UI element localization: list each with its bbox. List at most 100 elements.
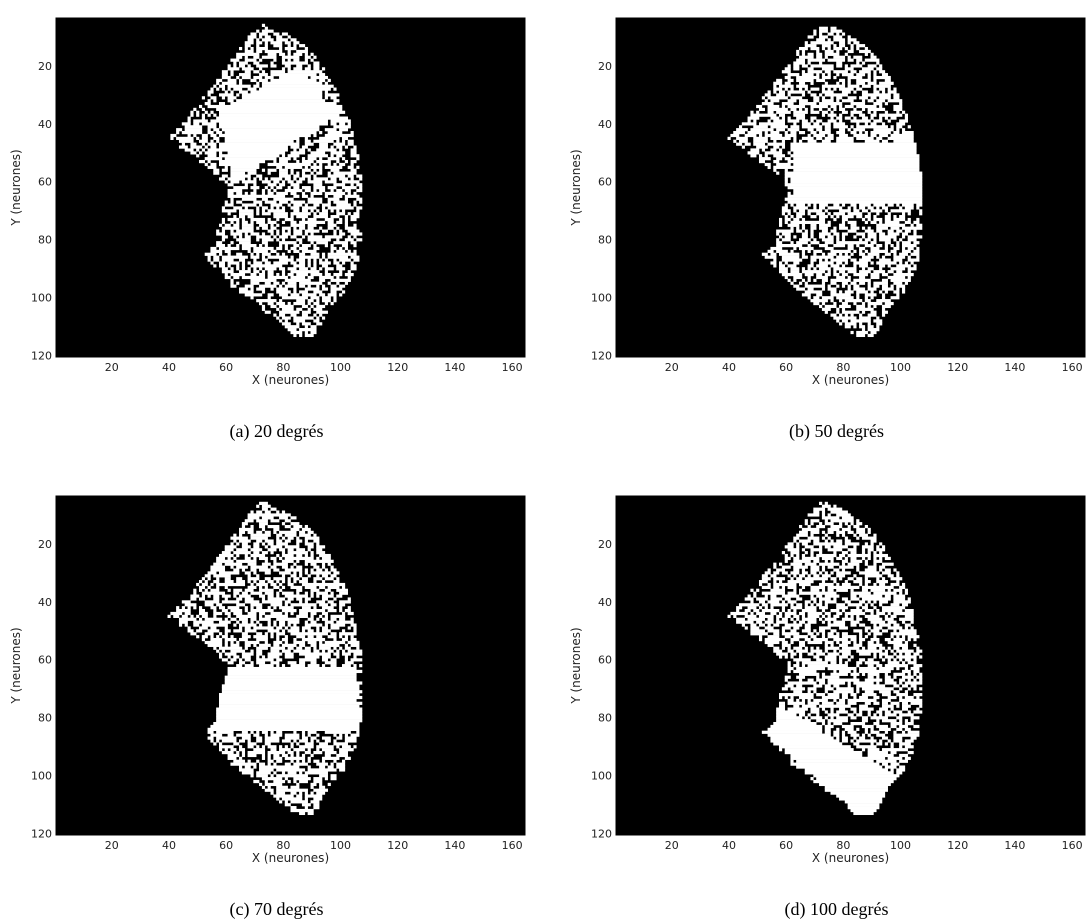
pixel-run (290, 527, 300, 532)
pixel-run (810, 553, 814, 558)
pixel-run (804, 290, 823, 294)
pixel-run (913, 637, 917, 642)
pixel-run (259, 177, 263, 181)
pixel-run (804, 562, 817, 566)
pixel-run (293, 762, 308, 766)
pixel-run (887, 739, 891, 743)
y-tick-label: 120 (31, 828, 52, 841)
pixel-run (261, 516, 274, 520)
pixel-run (313, 759, 320, 763)
pixel-run (867, 284, 871, 288)
pixel-run (876, 664, 883, 668)
caption: (b) 50 degrés (789, 421, 884, 442)
pixel-run (876, 299, 891, 303)
pixel-run (744, 609, 751, 613)
pixel-run (904, 113, 908, 117)
pixel-run (793, 136, 797, 140)
pixel-run (201, 107, 206, 112)
pixel-run (264, 739, 280, 743)
pixel-run (850, 226, 860, 230)
pixel-run (847, 803, 880, 807)
pixel-run (787, 78, 794, 83)
pixel-run (290, 168, 294, 172)
pixel-run (830, 116, 834, 120)
pixel-run (301, 629, 306, 633)
pixel-run (287, 67, 291, 71)
pixel-run (216, 707, 363, 711)
pixel-run (799, 678, 803, 682)
pixel-run (879, 568, 883, 572)
pixel-run (204, 102, 211, 106)
pixel-run (833, 614, 840, 618)
pixel-run (733, 614, 737, 618)
pixel-run (281, 591, 294, 595)
pixel-run (350, 168, 357, 172)
pixel-run (833, 226, 837, 230)
pixel-run (304, 287, 320, 291)
pixel-run (833, 301, 837, 306)
pixel-run (850, 258, 857, 262)
pixel-run (873, 701, 880, 705)
pixel-run (299, 267, 308, 271)
pixel-run (256, 736, 263, 740)
pixel-run (861, 672, 866, 676)
pixel-run (796, 52, 800, 56)
pixel-run (301, 209, 308, 213)
pixel-run (310, 800, 320, 804)
pixel-run (899, 617, 914, 621)
pixel-run (776, 241, 783, 245)
pixel-run (881, 736, 888, 740)
pixel-run (841, 597, 848, 601)
pixel-run (301, 174, 311, 178)
pixel-run (776, 93, 786, 97)
pixel-run (290, 806, 297, 810)
pixel-run (881, 748, 908, 752)
pixel-run (839, 290, 843, 294)
pixel-run (264, 200, 277, 204)
pixel-run (796, 698, 800, 703)
pixel-run (833, 730, 840, 734)
pixel-run (301, 577, 308, 581)
pixel-run (884, 246, 888, 251)
pixel-run (267, 548, 277, 552)
pixel-run (230, 73, 234, 77)
pixel-run (259, 203, 263, 207)
pixel-run (793, 556, 800, 561)
pixel-run (219, 704, 360, 708)
pixel-run (276, 232, 280, 236)
pixel-run (899, 215, 906, 219)
pixel-run (313, 258, 317, 262)
pixel-run (827, 252, 837, 256)
pixel-run (279, 46, 283, 51)
pixel-run (227, 177, 246, 181)
pixel-run (301, 606, 311, 610)
pixel-run (887, 646, 891, 650)
pixel-run (316, 733, 320, 737)
pixel-run (796, 597, 803, 601)
pixel-run (839, 44, 846, 48)
pixel-run (816, 275, 828, 280)
pixel-run (867, 333, 874, 338)
pixel-run (310, 209, 314, 213)
pixel-run (850, 113, 854, 117)
pixel-run (279, 183, 286, 187)
pixel-run (233, 556, 237, 561)
pixel-run (790, 241, 794, 245)
pixel-run (264, 530, 271, 534)
pixel-run (219, 113, 340, 117)
pixel-run (738, 139, 748, 143)
pixel-run (893, 290, 900, 294)
pixel-run (876, 577, 880, 581)
pixel-run (844, 52, 848, 56)
axes-frame (615, 495, 1086, 836)
pixel-run (287, 548, 294, 552)
pixel-run (344, 733, 348, 737)
pixel-run (221, 635, 228, 639)
pixel-run (879, 81, 894, 85)
pixel-run (796, 759, 874, 763)
pixel-run (861, 588, 868, 592)
pixel-run (287, 577, 291, 581)
pixel-run (204, 110, 208, 114)
pixel-run (847, 55, 851, 59)
pixel-run (296, 171, 300, 175)
